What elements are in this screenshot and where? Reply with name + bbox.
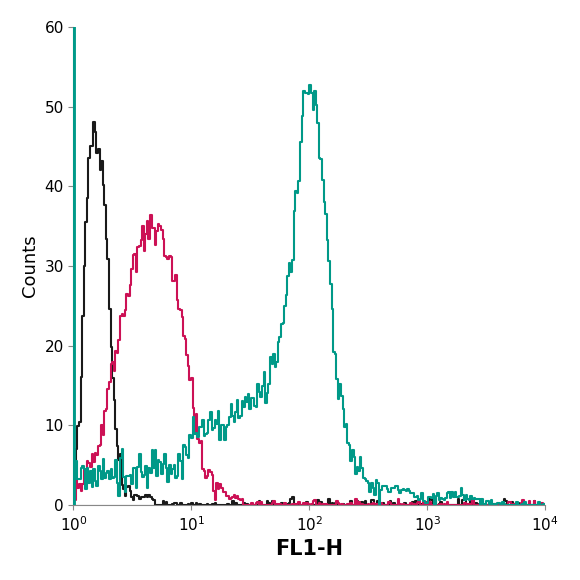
- X-axis label: FL1-H: FL1-H: [276, 539, 343, 559]
- Y-axis label: Counts: Counts: [21, 235, 39, 298]
